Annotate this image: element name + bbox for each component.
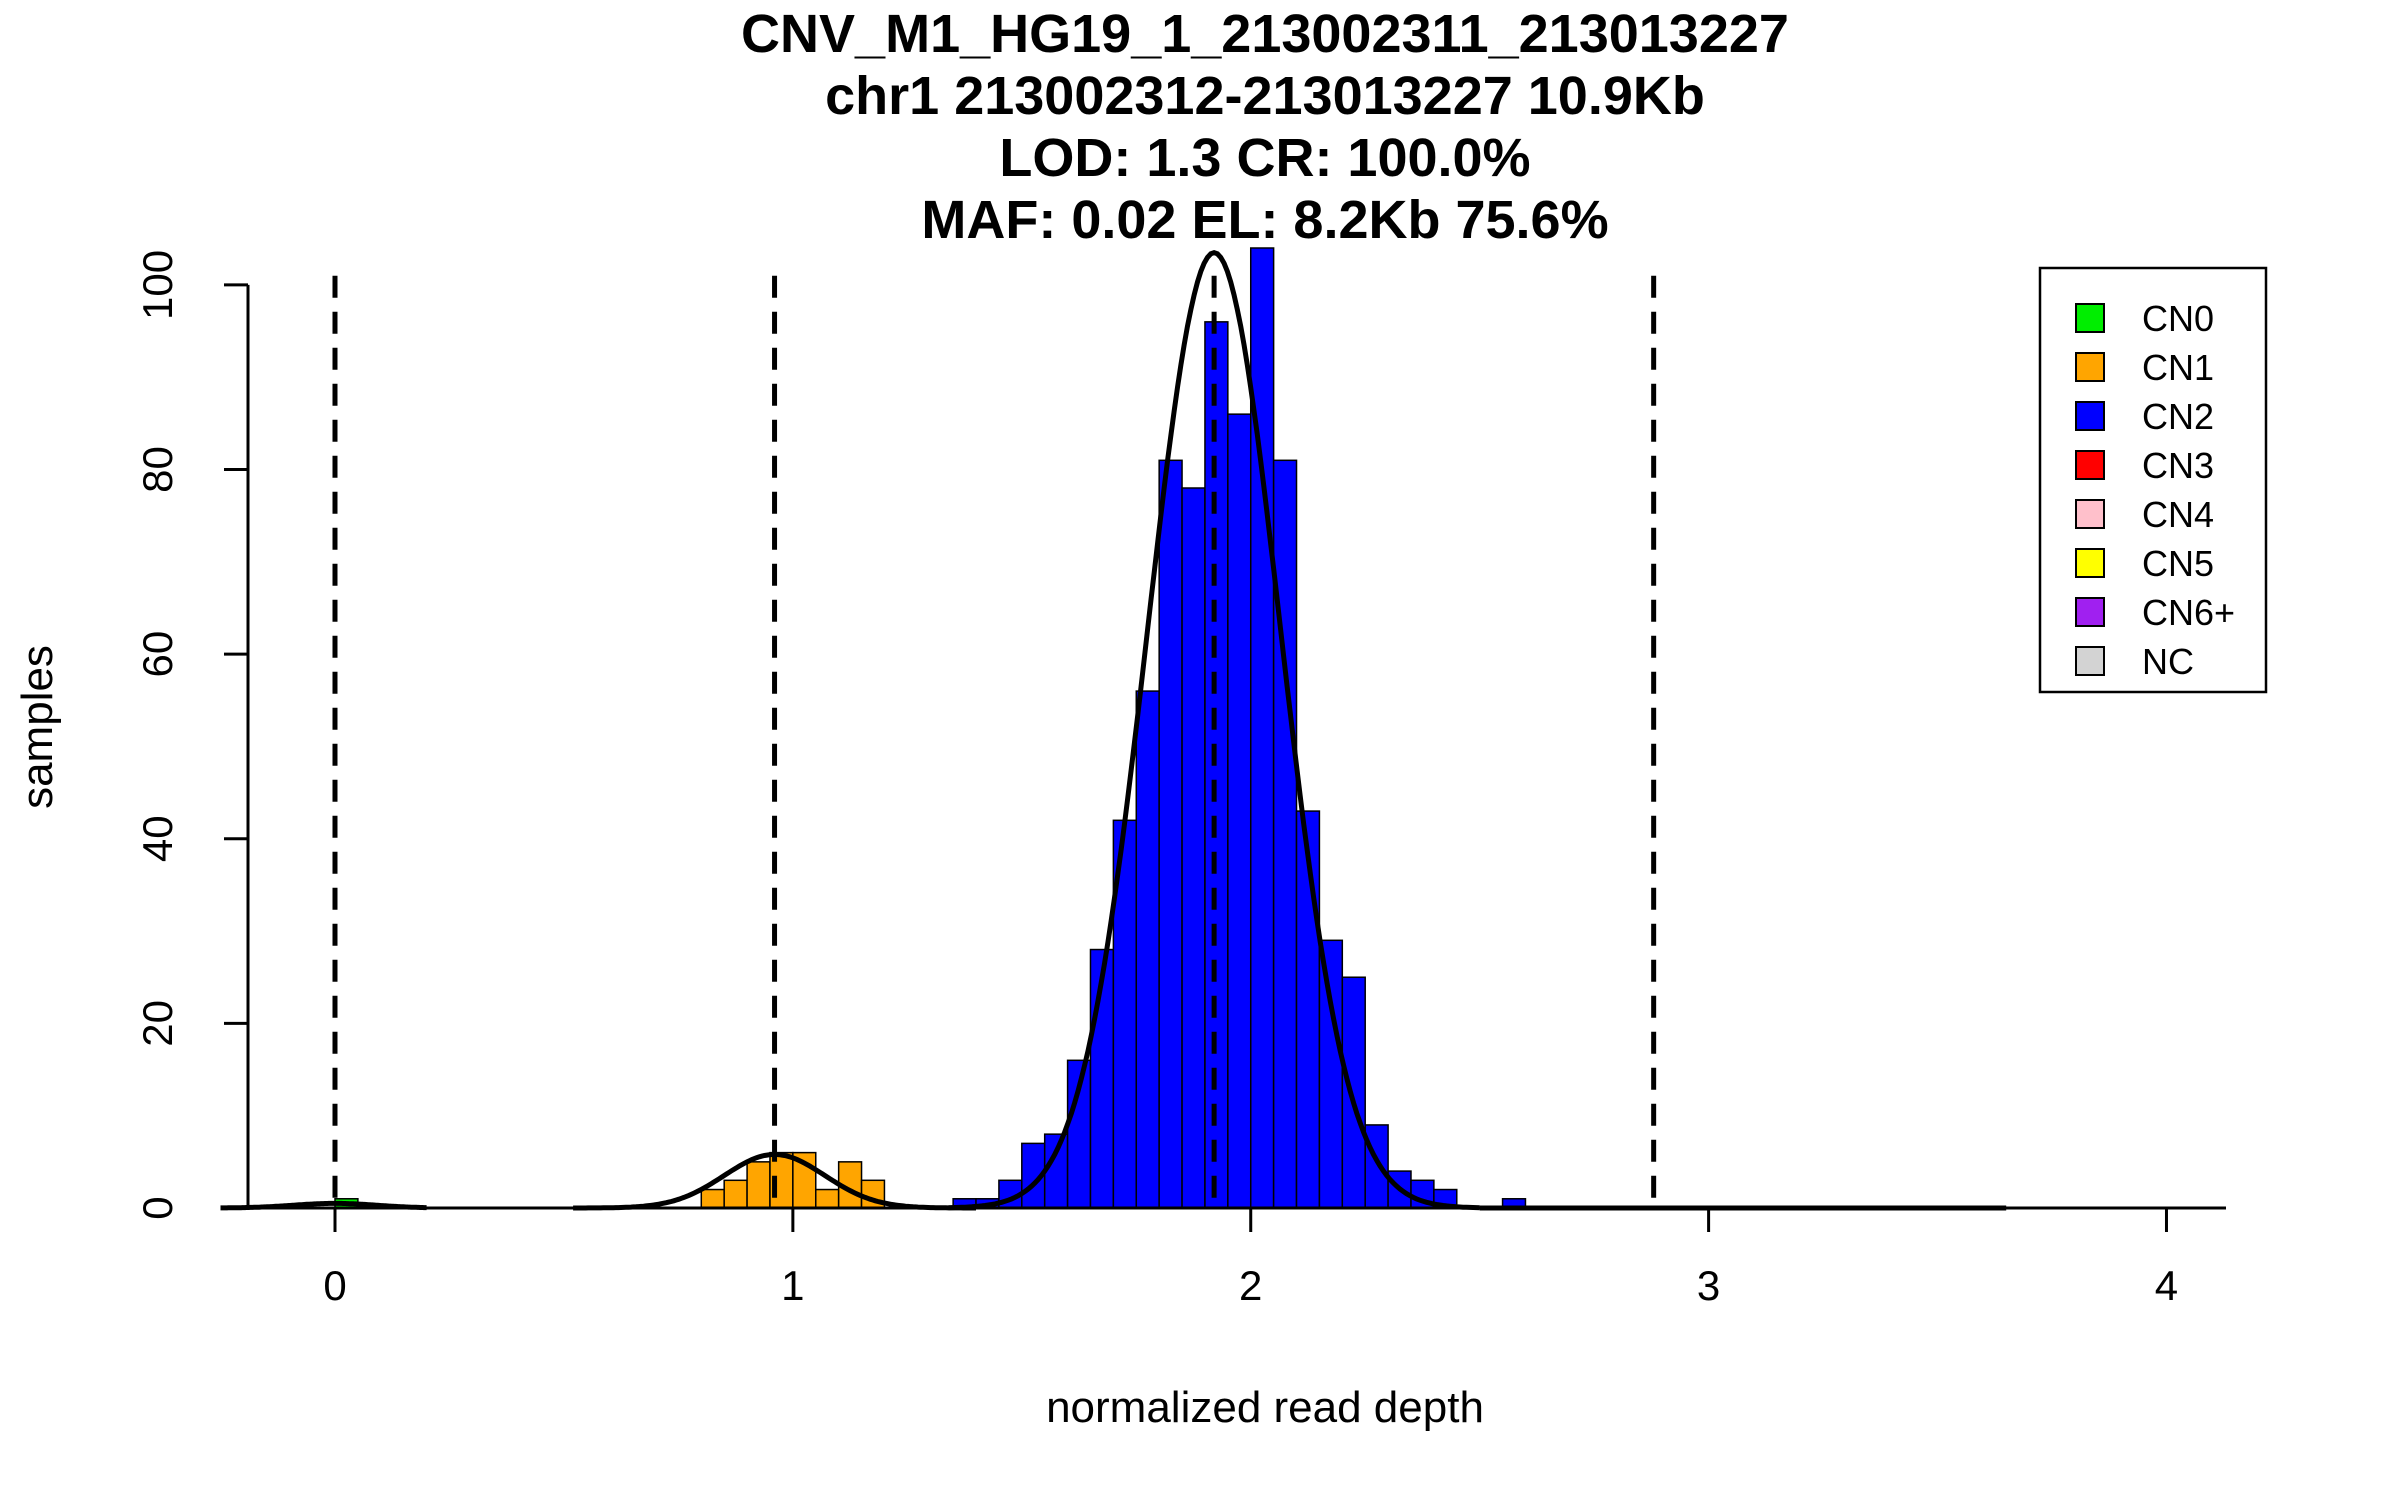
x-axis-title: normalized read depth [1046,1383,1484,1432]
bar-cn2 [1318,939,1344,1209]
legend-swatch-cn1 [2075,352,2105,382]
y-tick-label: 0 [134,1196,181,1219]
bar-cn2 [1181,487,1206,1209]
y-tick-label: 100 [134,250,181,320]
bar-cn2 [1043,1133,1069,1209]
bar-cn2 [1158,459,1183,1209]
legend-swatch-nc [2075,646,2105,676]
legend-label: CN0 [2142,298,2214,339]
y-tick-label: 40 [134,815,181,862]
bar-cn1 [746,1161,771,1209]
legend-swatch-cn3 [2075,450,2105,480]
bar-cn1 [815,1188,840,1209]
title-line-1: CNV_M1_HG19_1_213002311_213013227 [741,4,1789,64]
legend: CN0 CN1 CN2 CN3 CN4 CN5 CN6+ NC [2038,266,2268,694]
legend-label: CN3 [2142,445,2214,486]
histogram-bars [334,247,1527,1209]
legend-swatch-cn5 [2075,548,2105,578]
axes: 0 1 2 3 4 0 20 40 60 80 100 [134,250,2226,1309]
y-tick-label: 60 [134,631,181,678]
legend-swatch-cn4 [2075,499,2105,529]
legend-label: CN1 [2142,347,2214,388]
title-line-2: chr1 213002312-213013227 10.9Kb [825,66,1705,126]
legend-swatch-cn6plus [2075,597,2105,627]
density-curve-1 [573,1152,976,1211]
y-axis-title: samples [13,645,62,809]
x-tick-label: 1 [781,1262,804,1309]
bar-cn2 [1135,690,1160,1209]
legend-swatch-cn0 [2075,303,2105,333]
legend-label: NC [2142,641,2194,682]
legend-label: CN5 [2142,543,2214,584]
bar-cn1 [723,1179,748,1209]
chart-title: CNV_M1_HG19_1_213002311_213013227 chr1 2… [741,4,1789,250]
bar-cn1 [700,1188,725,1209]
x-tick-label: 2 [1239,1262,1262,1309]
y-axis-ticks: 0 20 40 60 80 100 [134,250,248,1220]
density-curve-2 [948,249,1480,1211]
bar-cn2 [1272,459,1298,1209]
y-tick-label: 20 [134,1000,181,1047]
legend-label: CN2 [2142,396,2214,437]
bar-cn2 [1227,413,1252,1209]
x-axis-ticks: 0 1 2 3 4 [323,1208,2178,1309]
bar-cn2 [1364,1124,1389,1209]
threshold-lines [332,275,1657,1208]
legend-swatch-cn2 [2075,401,2105,431]
title-line-4: MAF: 0.02 EL: 8.2Kb 75.6% [921,190,1608,250]
y-tick-label: 80 [134,446,181,493]
bar-cn2 [1341,976,1366,1209]
title-line-3: LOD: 1.3 CR: 100.0% [999,128,1530,188]
x-tick-label: 0 [323,1262,346,1309]
legend-label: CN4 [2142,494,2214,535]
legend-label: CN6+ [2142,592,2235,633]
x-tick-label: 3 [1697,1262,1720,1309]
x-tick-label: 4 [2155,1262,2178,1309]
bar-cn2 [1249,247,1275,1209]
